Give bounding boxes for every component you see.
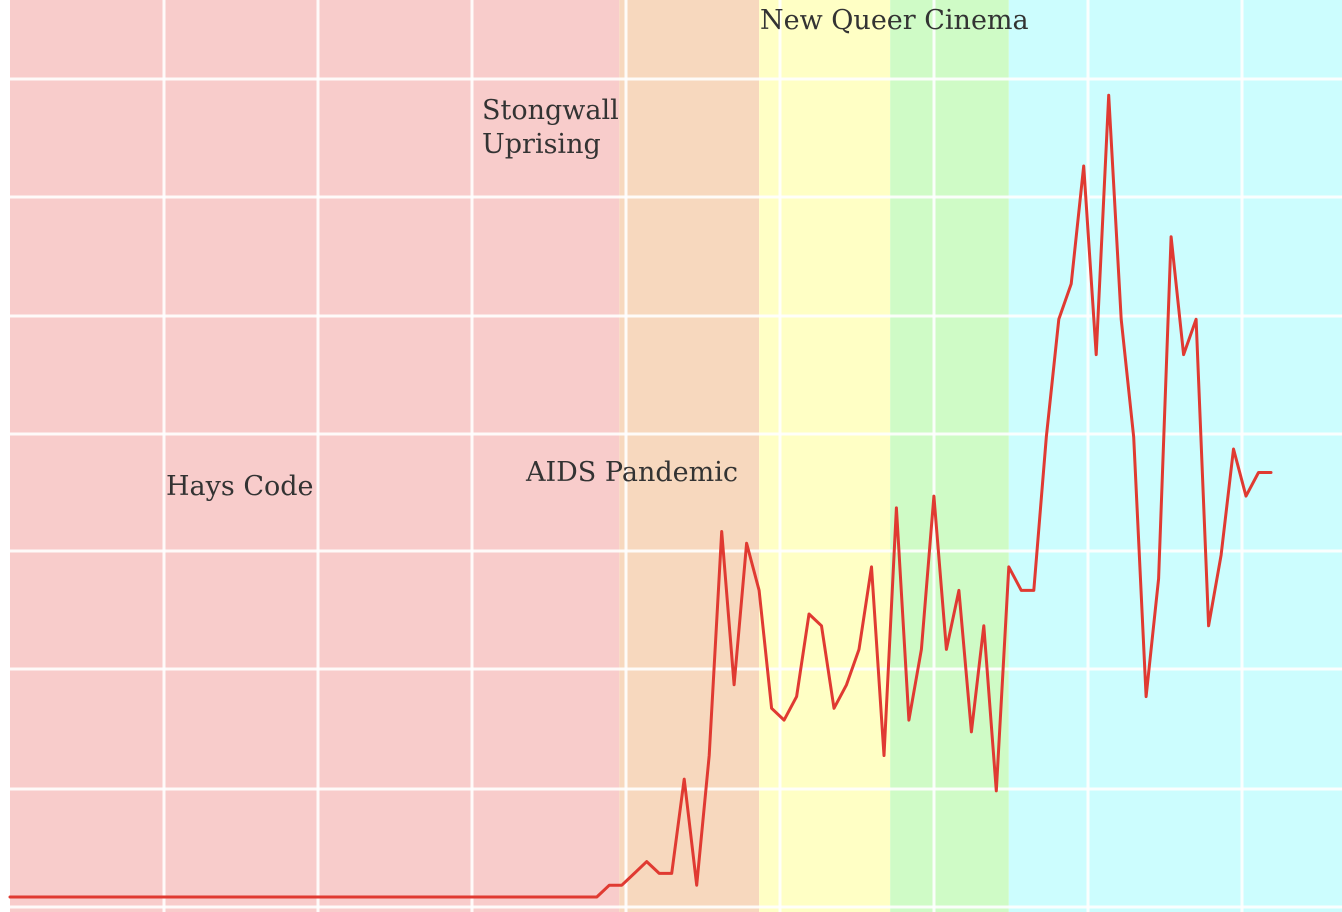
- era-label-0-0: Hays Code: [166, 471, 314, 502]
- era-band-0: [10, 0, 620, 912]
- series-layer: [8, 93, 1273, 899]
- era-label-2-0: AIDS Pandemic: [525, 457, 738, 488]
- era-band-1: [619, 0, 760, 912]
- era-label-1-1: Uprising: [482, 129, 601, 160]
- era-label-3-0: New Queer Cinema: [760, 5, 1029, 36]
- era-band-3: [890, 0, 1009, 912]
- era-bands: [10, 0, 1342, 912]
- era-band-4: [1008, 0, 1342, 912]
- era-label-1-0: Stongwall: [482, 95, 619, 126]
- series-line-0: [8, 93, 1273, 899]
